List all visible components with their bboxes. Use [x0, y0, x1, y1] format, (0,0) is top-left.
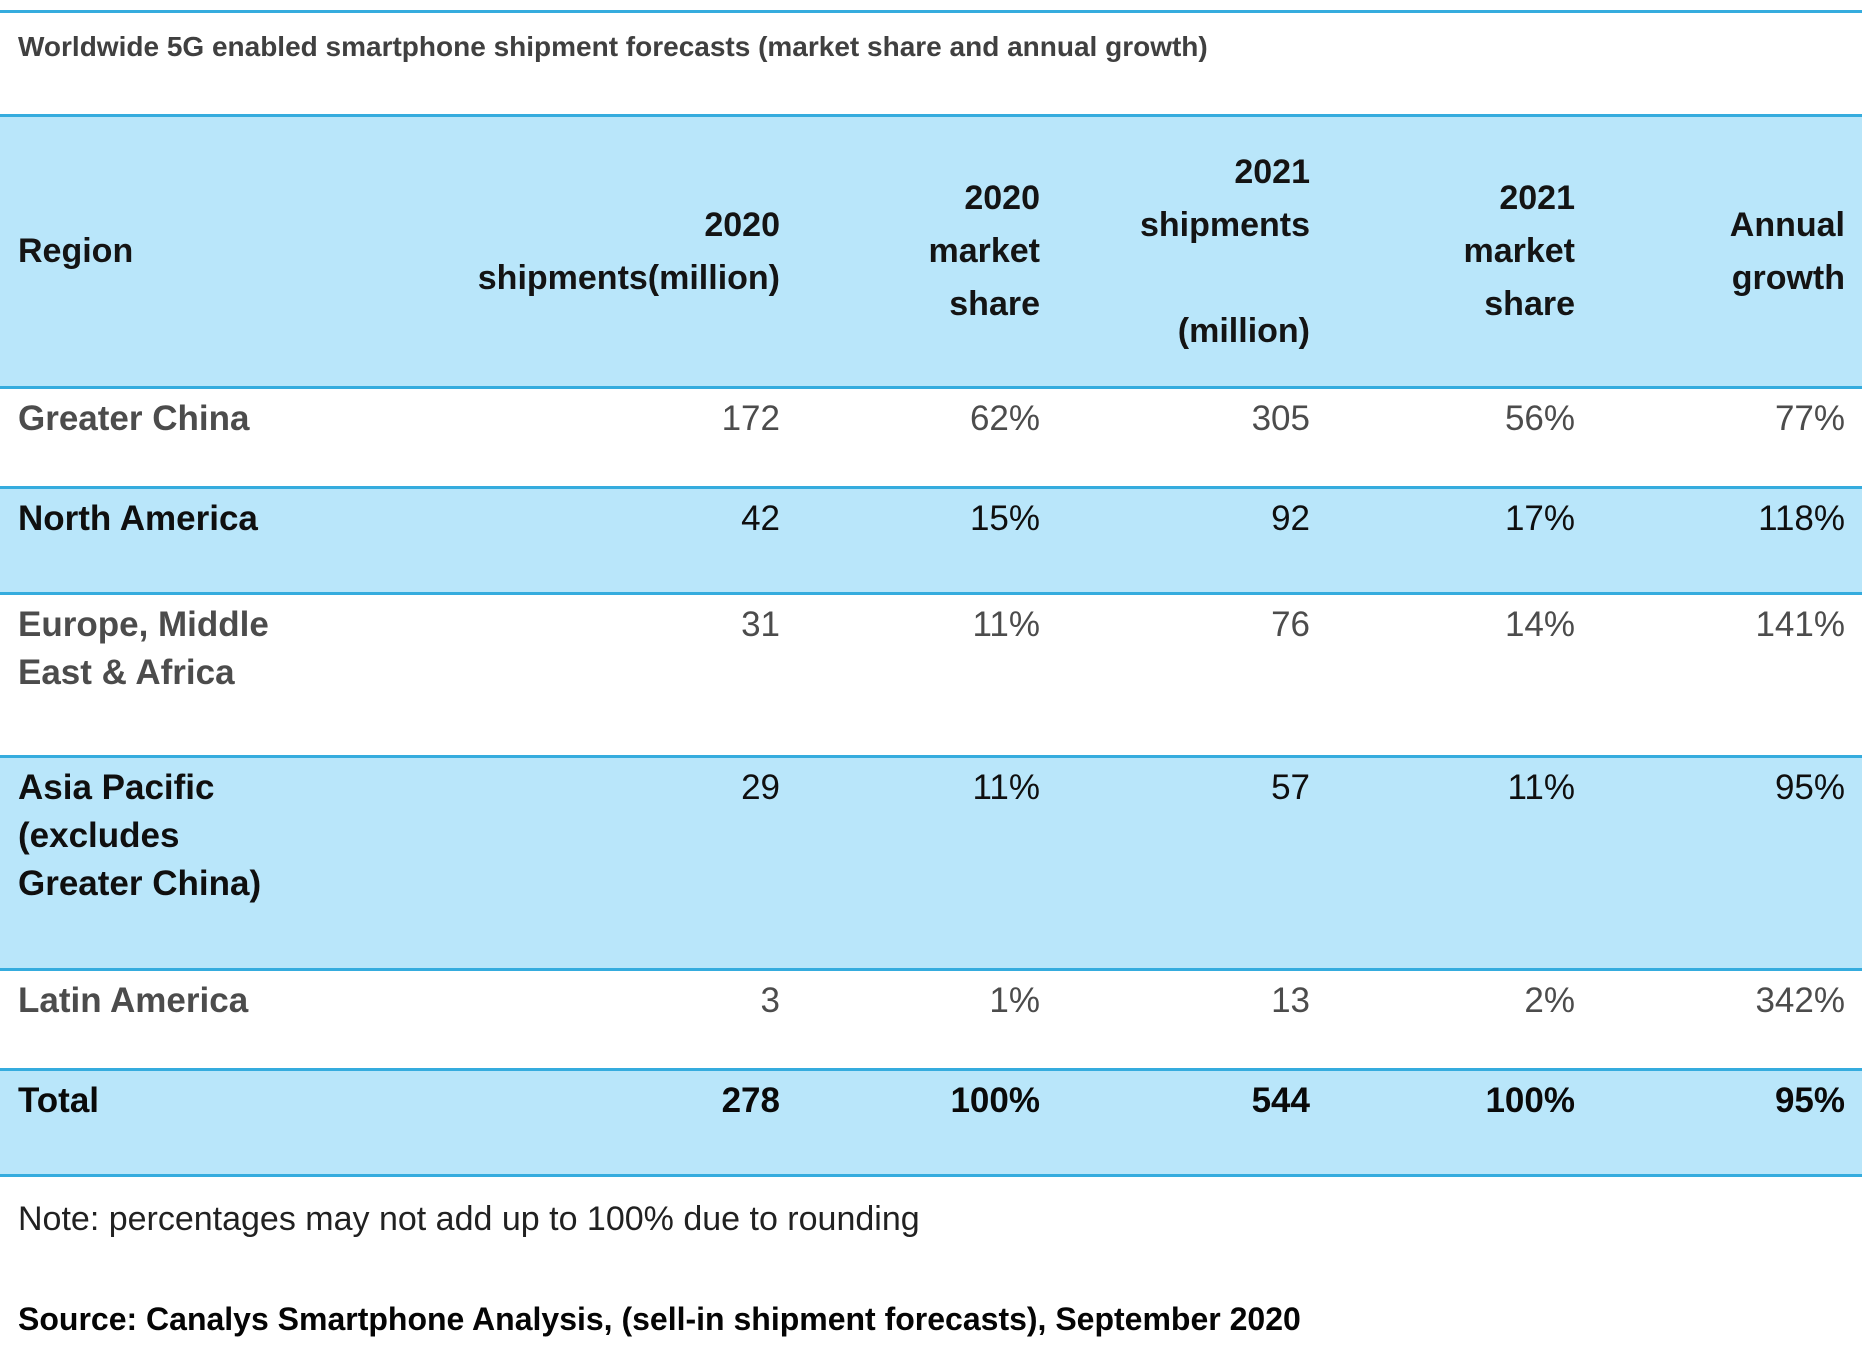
cell-2020-shipments: 172: [721, 399, 780, 438]
table-row-emea: Europe, Middle East & Africa 31 11% 76 1…: [0, 593, 1862, 757]
column-header-region: Region: [18, 232, 134, 270]
header-row: Region 2020 shipments(million) 2020 mark…: [0, 115, 1862, 388]
cell-region: Total: [18, 1081, 100, 1120]
rounding-note: Note: percentages may not add up to 100%…: [18, 1200, 920, 1238]
cell-annual-growth: 141%: [1755, 605, 1845, 644]
cell-2021-market-share: 17%: [1504, 499, 1575, 538]
source-attribution: Source: Canalys Smartphone Analysis, (se…: [18, 1301, 1301, 1337]
cell-2021-shipments: 305: [1251, 399, 1310, 438]
column-header-2021-market-share: 2021 market share: [1463, 179, 1575, 323]
cell-2021-shipments: 57: [1271, 768, 1310, 807]
cell-2021-market-share: 56%: [1504, 399, 1575, 438]
cell-region: Asia Pacific (excludes Greater China): [18, 768, 262, 903]
cell-2021-market-share: 11%: [1507, 768, 1575, 807]
forecast-table: Region 2020 shipments(million) 2020 mark…: [0, 114, 1862, 1177]
cell-annual-growth: 95%: [1774, 768, 1845, 807]
cell-2021-market-share: 14%: [1504, 605, 1575, 644]
column-header-2020-shipments: 2020 shipments(million): [477, 205, 780, 297]
cell-annual-growth: 95%: [1774, 1081, 1845, 1120]
table-row-total: Total 278 100% 544 100% 95%: [0, 1069, 1862, 1176]
cell-2021-shipments: 76: [1271, 605, 1310, 644]
cell-2020-shipments: 29: [741, 768, 780, 807]
table-row-north-america: North America 42 15% 92 17% 118%: [0, 487, 1862, 594]
cell-2020-market-share: 11%: [972, 768, 1040, 807]
cell-2020-shipments: 42: [741, 499, 780, 538]
cell-2020-shipments: 31: [741, 605, 780, 644]
column-header-annual-growth: Annual growth: [1729, 205, 1845, 297]
table-row-latin-america: Latin America 3 1% 13 2% 342%: [0, 969, 1862, 1070]
cell-2021-market-share: 100%: [1485, 1081, 1575, 1120]
cell-region: North America: [18, 499, 258, 538]
table-body: Greater China 172 62% 305 56% 77% North …: [0, 387, 1862, 1176]
cell-2021-shipments: 13: [1271, 981, 1310, 1020]
cell-2021-shipments: 92: [1271, 499, 1310, 538]
cell-2020-market-share: 1%: [989, 981, 1040, 1020]
cell-region: Latin America: [18, 981, 249, 1020]
cell-2020-shipments: 3: [760, 981, 780, 1020]
page-title: Worldwide 5G enabled smartphone shipment…: [18, 31, 1208, 62]
cell-2021-shipments: 544: [1251, 1081, 1310, 1120]
table-row-asia-pacific: Asia Pacific (excludes Greater China) 29…: [0, 756, 1862, 970]
table-row-greater-china: Greater China 172 62% 305 56% 77%: [0, 387, 1862, 488]
cell-2020-market-share: 100%: [950, 1081, 1040, 1120]
cell-2021-market-share: 2%: [1524, 981, 1575, 1020]
cell-region: Europe, Middle East & Africa: [18, 605, 269, 692]
cell-2020-market-share: 11%: [972, 605, 1040, 644]
cell-region: Greater China: [18, 399, 250, 438]
table-header: Region 2020 shipments(million) 2020 mark…: [0, 115, 1862, 388]
cell-2020-market-share: 62%: [969, 399, 1040, 438]
cell-2020-market-share: 15%: [969, 499, 1040, 538]
cell-annual-growth: 342%: [1755, 981, 1845, 1020]
top-divider: [0, 10, 1862, 13]
column-header-2020-market-share: 2020 market share: [928, 179, 1040, 323]
cell-2020-shipments: 278: [721, 1081, 780, 1120]
cell-annual-growth: 118%: [1758, 499, 1845, 538]
cell-annual-growth: 77%: [1774, 399, 1845, 438]
column-header-2021-shipments: 2021 shipments (million): [1139, 152, 1310, 350]
